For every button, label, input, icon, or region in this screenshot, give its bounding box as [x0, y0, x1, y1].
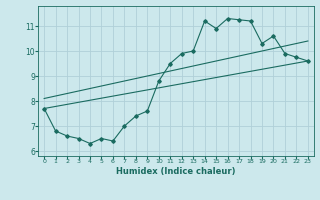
X-axis label: Humidex (Indice chaleur): Humidex (Indice chaleur) — [116, 167, 236, 176]
